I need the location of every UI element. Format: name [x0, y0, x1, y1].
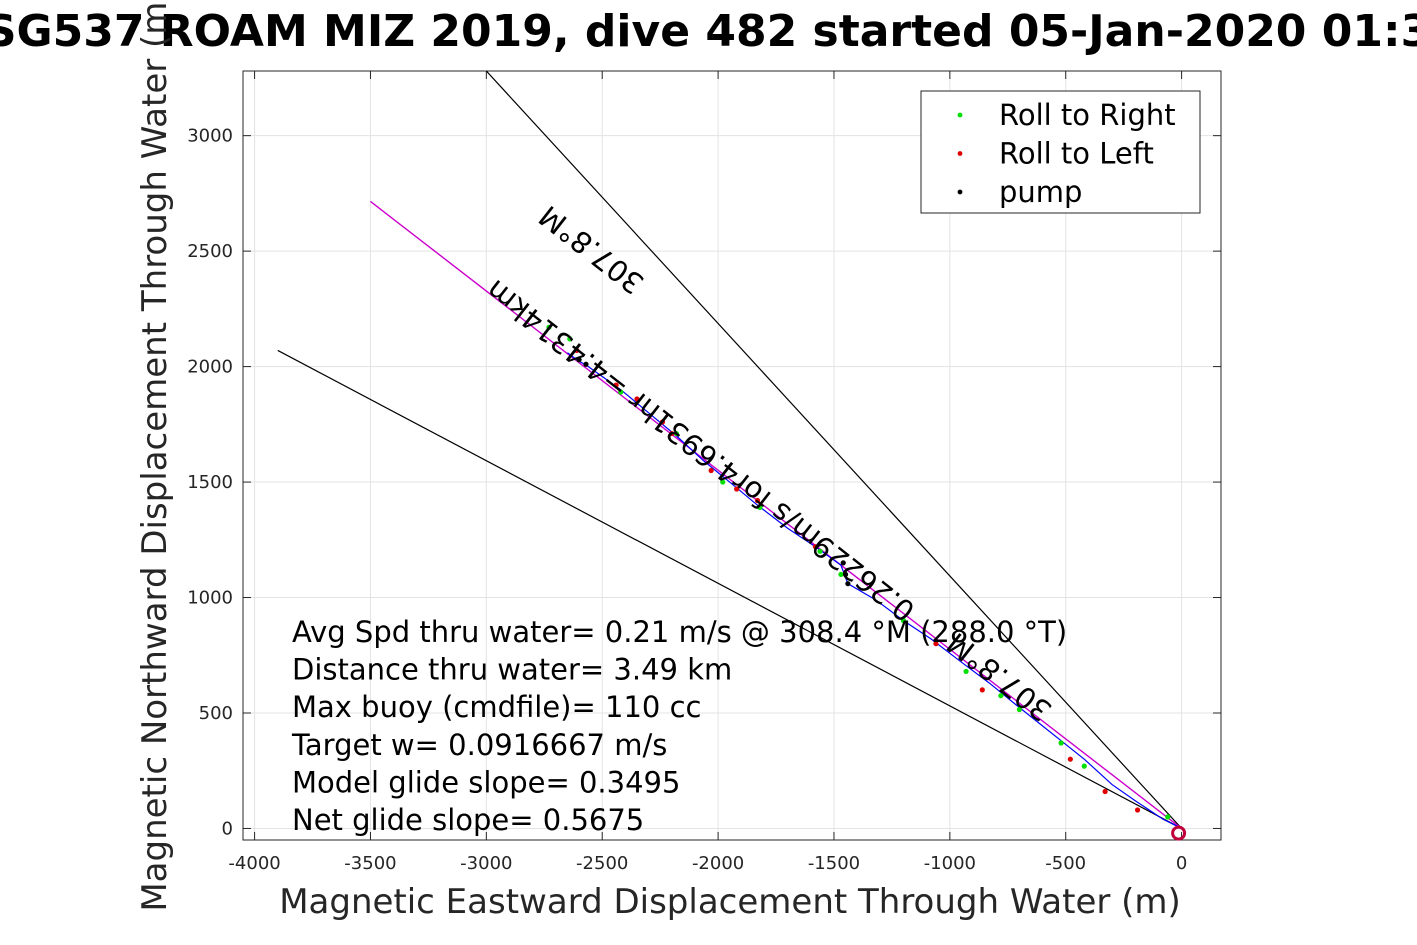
- direction-label: 307.8°M: [533, 199, 651, 301]
- wedge-line: [277, 349, 1182, 829]
- pump-marker: [583, 361, 589, 367]
- roll-right-marker: [757, 504, 763, 511]
- roll-left-marker: [1134, 807, 1141, 813]
- pump-marker: [842, 571, 849, 578]
- plot-markers: [546, 324, 1187, 841]
- legend-entry: Roll to Left: [999, 137, 1154, 171]
- annotation-line: Max buoy (cmdfile)= 110 cc: [292, 690, 701, 724]
- roll-right-marker: [673, 430, 679, 437]
- track-line: [567, 352, 1182, 829]
- legend-entry: Roll to Right: [999, 98, 1176, 132]
- roll-right-marker: [1016, 706, 1022, 713]
- y-tick-label: 1500: [187, 472, 233, 493]
- x-axis-label: Magnetic Eastward Displacement Through W…: [279, 882, 1181, 922]
- roll-left-marker: [574, 347, 580, 354]
- roll-right-marker: [817, 548, 823, 554]
- roll-right-marker: [998, 693, 1004, 699]
- annotation-line: Target w= 0.0916667 m/s: [291, 728, 667, 762]
- roll-right-marker: [838, 571, 844, 578]
- roll-left-marker: [812, 544, 819, 550]
- y-tick-label: 1000: [187, 588, 233, 609]
- y-axis-label: Magnetic Northward Displacement Through …: [135, 0, 175, 912]
- x-tick-label: -1500: [808, 853, 860, 874]
- roll-right-marker: [1165, 814, 1171, 820]
- roll-left-marker: [979, 687, 985, 693]
- legend-box: [920, 90, 1201, 214]
- roll-right-marker: [1058, 740, 1064, 746]
- roll-left-marker: [933, 641, 939, 647]
- pump-marker: [576, 357, 582, 363]
- roll-left-marker: [734, 486, 740, 492]
- roll-right-marker: [546, 324, 552, 330]
- roll-right-marker: [720, 479, 726, 485]
- annotation-line: Avg Spd thru water= 0.21 m/s @ 308.4 °M …: [292, 615, 1067, 649]
- roll-right-marker: [1081, 763, 1087, 769]
- plot-lines: [277, 71, 1183, 830]
- axis-ticks: -4000 -3500 -3000 -2500 -2000 -1500 -1000 -500 0…: [187, 71, 1221, 874]
- x-tick-label: -4000: [228, 853, 280, 874]
- y-tick-label: 3000: [187, 126, 233, 147]
- x-tick-label: -3500: [344, 853, 396, 874]
- wedge-line: [485, 71, 1183, 829]
- x-tick-label: -2000: [692, 853, 744, 874]
- y-tick-label: 0: [222, 818, 233, 839]
- annotation-line: Distance thru water= 3.49 km: [292, 653, 732, 687]
- roll-left-marker: [1102, 788, 1108, 795]
- y-tick-label: 2000: [187, 357, 233, 378]
- x-tick-label: -2500: [576, 853, 628, 874]
- grid-lines: [243, 71, 1221, 840]
- annotation-line: Model glide slope= 0.3495: [292, 765, 680, 799]
- annotation-block: Avg Spd thru water= 0.21 m/s @ 308.4 °M …: [291, 615, 1067, 837]
- pump-marker: [840, 560, 846, 566]
- roll-left-marker: [613, 382, 619, 388]
- roll-left-marker: [754, 497, 761, 504]
- course-line: [370, 200, 1183, 830]
- roll-right-marker: [963, 668, 969, 675]
- annotation-line: Net glide slope= 0.5675: [292, 803, 644, 837]
- direction-label: 0.26229m/s for4.6931hr =4.4314km: [480, 273, 922, 629]
- legend-entry: pump: [999, 175, 1082, 209]
- legend: Roll to Right Roll to Left pump: [920, 90, 1201, 214]
- roll-left-marker: [634, 396, 640, 402]
- legend-marker: [957, 189, 963, 195]
- pump-marker: [845, 581, 851, 587]
- roll-right-marker: [618, 389, 624, 395]
- roll-right-marker: [567, 336, 573, 342]
- legend-marker: [957, 151, 963, 156]
- end-marker: [1171, 825, 1187, 841]
- y-tick-label: 2500: [187, 241, 233, 262]
- x-tick-label: -500: [1045, 853, 1086, 874]
- roll-right-marker: [900, 618, 907, 624]
- roll-left-marker: [708, 467, 714, 474]
- y-tick-label: 500: [199, 703, 233, 724]
- chart-title: SG537 ROAM MIZ 2019, dive 482 started 05…: [0, 6, 1417, 57]
- roll-left-marker: [1067, 756, 1073, 762]
- roll-left-marker: [659, 419, 666, 425]
- legend-marker: [957, 112, 963, 118]
- plot-area-frame: [242, 70, 1222, 841]
- x-tick-label: 0: [1176, 853, 1187, 874]
- x-tick-label: -3000: [460, 853, 512, 874]
- x-tick-label: -1000: [924, 853, 976, 874]
- roll-left-marker: [669, 430, 675, 437]
